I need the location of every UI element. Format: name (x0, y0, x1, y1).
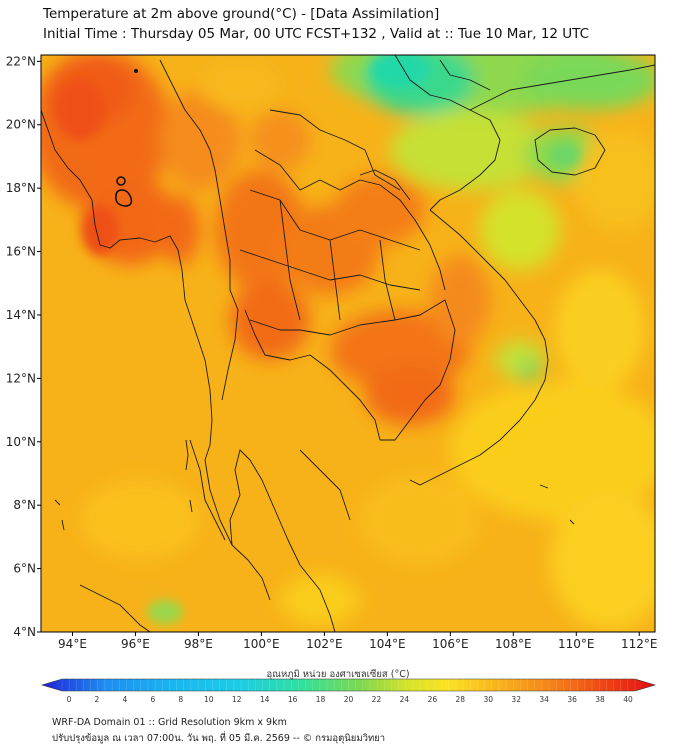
lon-tick-label: 96°E (121, 637, 150, 651)
lat-tick-label: 4°N (13, 625, 36, 639)
lon-tick-label: 112°E (621, 637, 658, 651)
colorbar-tick-label: 6 (150, 695, 155, 704)
colorbar-tick-label: 18 (316, 695, 326, 704)
colorbar-tick-label: 2 (95, 695, 100, 704)
lon-tick-label: 106°E (432, 637, 469, 651)
lon-tick-label: 110°E (558, 637, 595, 651)
lon-tick-label: 102°E (306, 637, 343, 651)
lat-tick-label: 20°N (6, 118, 36, 132)
colorbar-tick-label: 4 (123, 695, 128, 704)
country-borders (41, 55, 655, 632)
map-frame (40, 54, 656, 633)
lat-tick-label: 18°N (6, 181, 36, 195)
colorbar-tick-label: 40 (623, 695, 633, 704)
latitude-axis: 22°N 20°N 18°N 16°N 14°N 12°N 10°N 8°N 6°N 4°N (6, 54, 41, 639)
colorbar-tick-label: 12 (232, 695, 242, 704)
footer-update-info: ปรับปรุงข้อมูล ณ เวลา 07:00น. วัน พฤ. ที… (52, 733, 386, 744)
station-dot (134, 69, 138, 73)
colorbar-ticks: 0 2 4 6 8 10 12 14 16 18 20 22 24 26 28 30 32 34 36 38 40 (67, 695, 633, 704)
colorbar-tick-label: 24 (400, 695, 410, 704)
colorbar-tick-label: 36 (567, 695, 577, 704)
colorbar-tick-label: 22 (372, 695, 382, 704)
colorbar-tick-label: 10 (204, 695, 214, 704)
colorbar-tick-label: 28 (456, 695, 466, 704)
temperature-field (41, 55, 655, 632)
lon-tick-label: 98°E (184, 637, 213, 651)
lat-tick-label: 10°N (6, 435, 36, 449)
lon-tick-label: 94°E (58, 637, 87, 651)
colorbar-title: อุณหภูมิ หน่วย องศาเซลเซียส (°C) (266, 669, 410, 680)
colorbar-tick-label: 26 (428, 695, 438, 704)
lon-tick-label: 108°E (495, 637, 532, 651)
colorbar-tick-label: 8 (178, 695, 183, 704)
lat-tick-label: 12°N (6, 371, 36, 385)
colorbar-tick-label: 16 (288, 695, 298, 704)
lat-tick-label: 16°N (6, 245, 36, 259)
footer-model-info: WRF-DA Domain 01 :: Grid Resolution 9km … (52, 717, 287, 728)
lat-tick-label: 22°N (6, 54, 36, 68)
lon-tick-label: 100°E (243, 637, 280, 651)
longitude-axis: 94°E 96°E 98°E 100°E 102°E 104°E 106°E 108°E 110… (58, 632, 658, 651)
lon-tick-label: 104°E (369, 637, 406, 651)
lat-tick-label: 14°N (6, 308, 36, 322)
colorbar-tick-label: 38 (595, 695, 605, 704)
map-subtitle: Initial Time : Thursday 05 Mar, 00 UTC F… (43, 26, 590, 42)
colorbar-tick-label: 0 (67, 695, 72, 704)
colorbar-tick-label: 30 (483, 695, 493, 704)
colorbar (40, 678, 657, 692)
colorbar-tick-label: 32 (511, 695, 521, 704)
map-title: Temperature at 2m above ground(°C) - [Da… (43, 6, 440, 22)
colorbar-tick-label: 20 (344, 695, 354, 704)
contour-lines (115, 176, 133, 207)
lat-tick-label: 8°N (13, 498, 36, 512)
colorbar-tick-label: 34 (539, 695, 549, 704)
colorbar-tick-label: 14 (260, 695, 270, 704)
lat-tick-label: 6°N (13, 562, 36, 576)
